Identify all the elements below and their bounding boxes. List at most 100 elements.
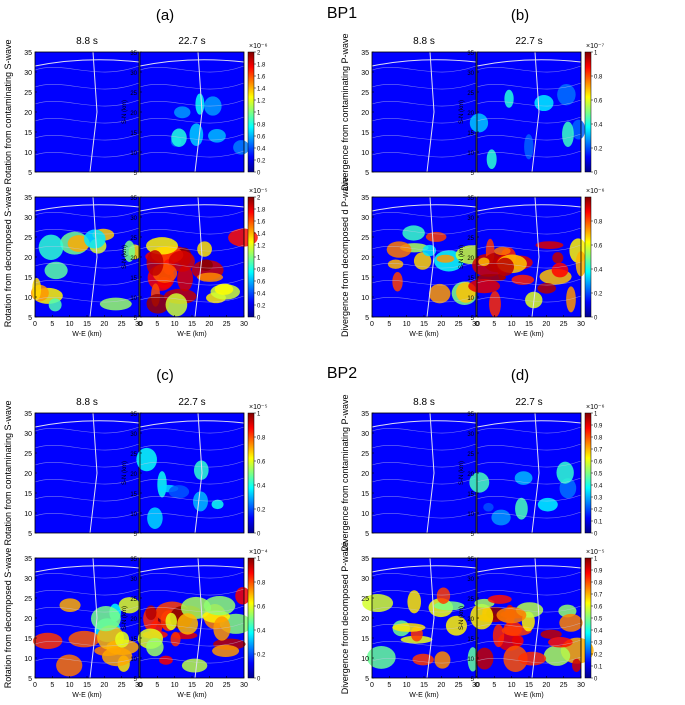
contour-line [476, 656, 582, 664]
x-tick-label: 25 [223, 321, 231, 328]
x-tick-label: 5 [387, 682, 391, 689]
colorbar-tick-label: 0.4 [257, 292, 266, 298]
contour-line [371, 261, 477, 269]
y-tick-label: 30 [130, 432, 137, 438]
intensity-blob [483, 502, 494, 512]
y-tick-label: 5 [28, 170, 32, 177]
panel-label-a: (a) [156, 7, 174, 24]
colorbar-tick-label: 0.5 [594, 617, 603, 623]
intensity-blob [181, 658, 208, 673]
contour-line [476, 150, 582, 158]
contour-line [371, 622, 477, 630]
contour-line [476, 65, 582, 73]
intensity-blob [174, 106, 191, 119]
y-axis-label: S-N (km) [122, 461, 128, 485]
coastline [139, 565, 245, 573]
intensity-blob [524, 134, 534, 160]
colorbar-tick-label: 0.2 [257, 304, 266, 310]
intensity-blob [540, 629, 562, 639]
y-tick-label: 35 [467, 412, 474, 418]
colorbar-tick-label: 0 [257, 316, 261, 322]
x-tick-label: 30 [135, 321, 143, 328]
y-axis-label: S-N (km) [459, 245, 465, 269]
colorbar-multiplier: ×10⁻⁵ [249, 404, 268, 411]
colorbar-tick-label: 0.8 [594, 436, 603, 442]
y-tick-label: 30 [361, 215, 369, 222]
contour-line [34, 494, 140, 502]
contour-line [476, 244, 582, 252]
colorbar-tick-label: 1 [257, 111, 261, 117]
y-tick-label: 25 [24, 90, 32, 97]
colorbar-tick-label: 0.6 [257, 460, 266, 466]
x-tick-label: 10 [403, 682, 411, 689]
colorbar-tick-label: 0 [594, 316, 598, 322]
y-tick-label: 10 [130, 657, 137, 663]
time-title: 22.7 s [515, 36, 542, 47]
y-tick-label: 20 [467, 617, 474, 623]
contour-line [34, 460, 140, 468]
intensity-blob [518, 651, 547, 666]
intensity-blob [212, 644, 240, 657]
colorbar-tick-label: 0 [594, 677, 598, 683]
coastline [139, 59, 245, 67]
contour-line [371, 244, 477, 252]
contour-line [34, 443, 140, 451]
y-tick-label: 5 [365, 315, 369, 322]
colorbar-tick-label: 1 [257, 412, 261, 418]
colorbar-a-bottom [247, 196, 255, 318]
heatmap-c-top-early: 8.8 s 5 10 15 20 25 30 35 [24, 397, 140, 538]
x-tick-label: 25 [455, 682, 463, 689]
contour-line [34, 656, 140, 664]
contour-line [476, 605, 582, 613]
x-tick-label: 30 [472, 321, 480, 328]
boundary-line [531, 557, 540, 679]
contour-line [139, 639, 245, 647]
y-tick-label: 15 [24, 275, 32, 282]
intensity-blob [90, 606, 121, 632]
colorbar-tick-label: 0.4 [594, 123, 603, 129]
y-tick-label: 25 [130, 91, 137, 97]
y-tick-label: 35 [130, 196, 137, 202]
y-tick-label: 15 [130, 492, 137, 498]
coastline [476, 59, 582, 67]
intensity-blob [233, 140, 250, 155]
y-tick-label: 30 [130, 577, 137, 583]
coastline [371, 565, 477, 573]
heatmap-grid: Rotation from contaminating S-wave 8.8 s 5… [3, 33, 605, 699]
x-tick-label: 0 [370, 321, 374, 328]
intensity-blob [123, 240, 135, 262]
intensity-blob [147, 507, 163, 529]
y-tick-label: 30 [24, 431, 32, 438]
coastline [34, 204, 140, 212]
colorbar-tick-label: 0 [594, 171, 598, 177]
panel-label-b: (b) [511, 7, 529, 24]
x-tick-label: 20 [542, 321, 550, 328]
intensity-blob [32, 277, 42, 301]
x-tick-label: 5 [492, 682, 496, 689]
intensity-blob [197, 272, 224, 282]
colorbar-tick-label: 1 [594, 412, 598, 418]
y-axis-label: S-N (km) [122, 245, 128, 269]
y-tick-label: 25 [24, 451, 32, 458]
colorbar-c-top [247, 412, 255, 534]
intensity-blob [425, 231, 447, 242]
intensity-blob [496, 257, 515, 277]
colorbar-tick-label: 0.2 [594, 508, 603, 514]
colorbar-tick-label: 1.8 [257, 63, 266, 69]
x-tick-label: 5 [50, 682, 54, 689]
colorbar-tick-label: 0.6 [594, 605, 603, 611]
x-tick-label: 15 [188, 682, 196, 689]
colorbar-tick-label: 1.2 [257, 99, 266, 105]
heatmap-b-top-late: 22.7 s 5 10 15 20 25 30 35 S-N (km) [459, 36, 586, 177]
colorbar-tick-label: 1.6 [257, 75, 266, 81]
intensity-blob [543, 645, 571, 666]
colorbar-tick-label: 0.8 [594, 75, 603, 81]
heatmap-a-top-late: 22.7 s 5 10 15 20 25 30 35 S-N (km) [122, 36, 250, 177]
y-tick-label: 35 [130, 51, 137, 57]
coastline [34, 565, 140, 573]
x-tick-label: 0 [33, 321, 37, 328]
colorbar-multiplier: ×10⁻⁵ [586, 549, 605, 556]
